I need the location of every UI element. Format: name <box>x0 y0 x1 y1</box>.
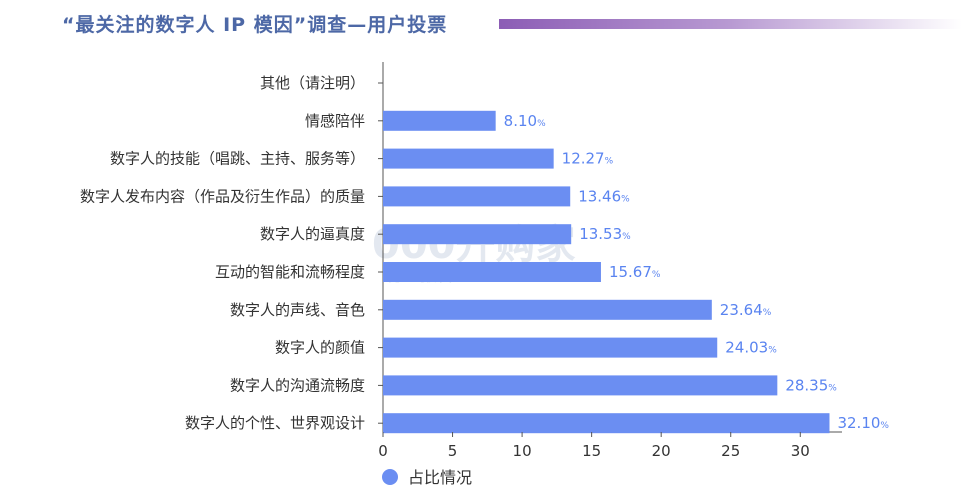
x-tick-label: 25 <box>721 442 740 460</box>
value-label: 12.27% <box>562 150 614 168</box>
legend-label: 占比情况 <box>408 468 472 487</box>
x-tick-label: 0 <box>378 442 388 460</box>
category-label: 数字人的沟通流畅度 <box>230 376 365 394</box>
category-label: 数字人的逼真度 <box>260 225 365 243</box>
legend-marker <box>382 469 398 485</box>
value-label: 32.10% <box>837 414 889 432</box>
value-label: 15.67% <box>609 263 661 281</box>
bar <box>383 224 572 245</box>
x-tick-label: 30 <box>791 442 810 460</box>
bar <box>383 110 496 131</box>
bar <box>383 186 571 207</box>
category-label: 数字人发布内容（作品及衍生作品）的质量 <box>80 187 365 205</box>
value-label: 8.10% <box>504 112 546 130</box>
bar <box>383 337 718 358</box>
value-label: 28.35% <box>785 376 837 394</box>
category-label: 数字人的技能（唱跳、主持、服务等） <box>110 150 365 168</box>
category-label: 数字人的颜值 <box>275 339 365 357</box>
value-label: 23.64% <box>720 301 772 319</box>
category-label: 数字人的声线、音色 <box>230 301 365 319</box>
value-label: 13.46% <box>578 187 630 205</box>
x-tick-label: 20 <box>652 442 671 460</box>
category-label: 其他（请注明） <box>260 74 365 92</box>
x-tick-label: 15 <box>582 442 601 460</box>
category-label: 互动的智能和流畅程度 <box>215 263 365 281</box>
x-tick-label: 5 <box>448 442 458 460</box>
x-tick-label: 10 <box>513 442 532 460</box>
value-label: 13.53% <box>579 225 631 243</box>
bar <box>383 262 601 282</box>
bar <box>383 413 830 434</box>
category-label: 数字人的个性、世界观设计 <box>185 414 365 432</box>
chart-title: “最关注的数字人 IP 模因”调查—用户投票 <box>62 14 448 36</box>
bar <box>383 299 712 320</box>
bar <box>383 375 778 396</box>
bar <box>383 148 554 169</box>
title-decoration-bar <box>499 19 962 29</box>
value-label: 24.03% <box>725 339 777 357</box>
category-label: 情感陪伴 <box>305 112 365 130</box>
